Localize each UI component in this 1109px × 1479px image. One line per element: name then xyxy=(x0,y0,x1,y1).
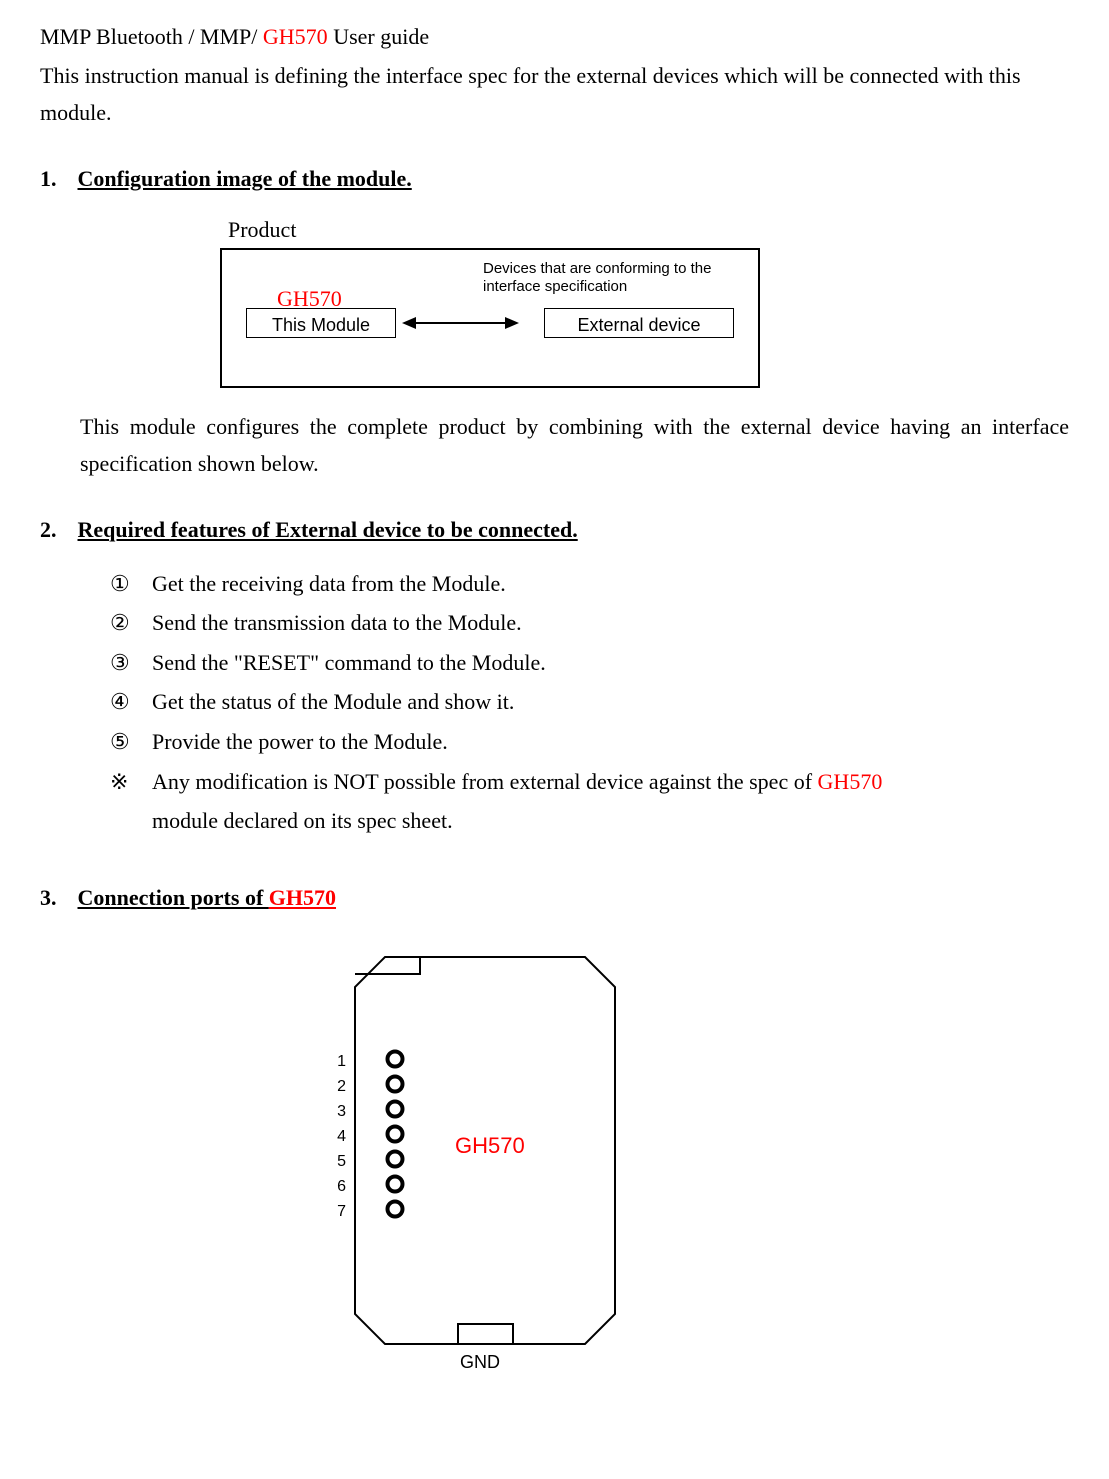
note-item: ※ Any modification is NOT possible from … xyxy=(110,762,1069,802)
list-text: Provide the power to the Module. xyxy=(152,722,1069,762)
list-text: Send the "RESET" command to the Module. xyxy=(152,643,1069,683)
title-prefix: MMP Bluetooth / MMP/ xyxy=(40,24,263,49)
section2-title: Required features of External device to … xyxy=(78,517,578,542)
section1-desc: This module configures the complete prod… xyxy=(80,408,1069,483)
section1-heading: 1. Configuration image of the module. xyxy=(40,162,1069,195)
list-item: ④ Get the status of the Module and show … xyxy=(110,682,1069,722)
list-text: Get the status of the Module and show it… xyxy=(152,682,1069,722)
pin-label: 7 xyxy=(332,1200,346,1224)
pin-label: 3 xyxy=(332,1100,346,1124)
title-suffix: User guide xyxy=(328,24,429,49)
note-text: Any modification is NOT possible from ex… xyxy=(152,762,1069,802)
list-text: Get the receiving data from the Module. xyxy=(152,564,1069,604)
pin-label: 5 xyxy=(332,1150,346,1174)
pin-label: 4 xyxy=(332,1125,346,1149)
chip-model-label: GH570 xyxy=(455,1129,525,1162)
product-label: Product xyxy=(228,213,1069,246)
list-item: ① Get the receiving data from the Module… xyxy=(110,564,1069,604)
circled-marker: ① xyxy=(110,564,152,604)
this-module-box: This Module xyxy=(246,308,396,338)
circled-marker: ⑤ xyxy=(110,722,152,762)
section1-title: Configuration image of the module. xyxy=(78,166,412,191)
feature-list: ① Get the receiving data from the Module… xyxy=(110,564,1069,802)
double-arrow-icon xyxy=(402,313,519,333)
section2-heading: 2. Required features of External device … xyxy=(40,513,1069,546)
list-item: ② Send the transmission data to the Modu… xyxy=(110,603,1069,643)
pin-label: 6 xyxy=(332,1175,346,1199)
conforming-text: Devices that are conforming to the inter… xyxy=(483,260,728,296)
title-model: GH570 xyxy=(263,24,328,49)
product-outer-box: Devices that are conforming to the inter… xyxy=(220,248,760,388)
section1-num: 1. xyxy=(40,162,72,195)
note-model: GH570 xyxy=(818,769,883,794)
list-item: ⑤ Provide the power to the Module. xyxy=(110,722,1069,762)
pin-label: 1 xyxy=(332,1050,346,1074)
config-diagram: Product Devices that are conforming to t… xyxy=(220,213,1069,388)
section3-heading: 3. Connection ports of GH570 xyxy=(40,881,1069,914)
pin-label: 2 xyxy=(332,1075,346,1099)
circled-marker: ③ xyxy=(110,643,152,683)
intro-text: This instruction manual is defining the … xyxy=(40,57,1069,132)
external-device-box: External device xyxy=(544,308,734,338)
gnd-label: GND xyxy=(460,1349,500,1376)
page-title: MMP Bluetooth / MMP/ GH570 User guide xyxy=(40,20,1069,53)
note-marker: ※ xyxy=(110,762,152,802)
note-sub: module declared on its spec sheet. xyxy=(152,801,1069,841)
list-text: Send the transmission data to the Module… xyxy=(152,603,1069,643)
section3-title-model: GH570 xyxy=(269,885,336,910)
section3-title-pre: Connection ports of xyxy=(78,885,269,910)
list-item: ③ Send the "RESET" command to the Module… xyxy=(110,643,1069,683)
section2-num: 2. xyxy=(40,513,72,546)
connection-diagram: 1 2 3 4 5 6 7 GH570 GND xyxy=(320,954,640,1384)
circled-marker: ② xyxy=(110,603,152,643)
circled-marker: ④ xyxy=(110,682,152,722)
note-pre: Any modification is NOT possible from ex… xyxy=(152,769,818,794)
section3-num: 3. xyxy=(40,881,72,914)
